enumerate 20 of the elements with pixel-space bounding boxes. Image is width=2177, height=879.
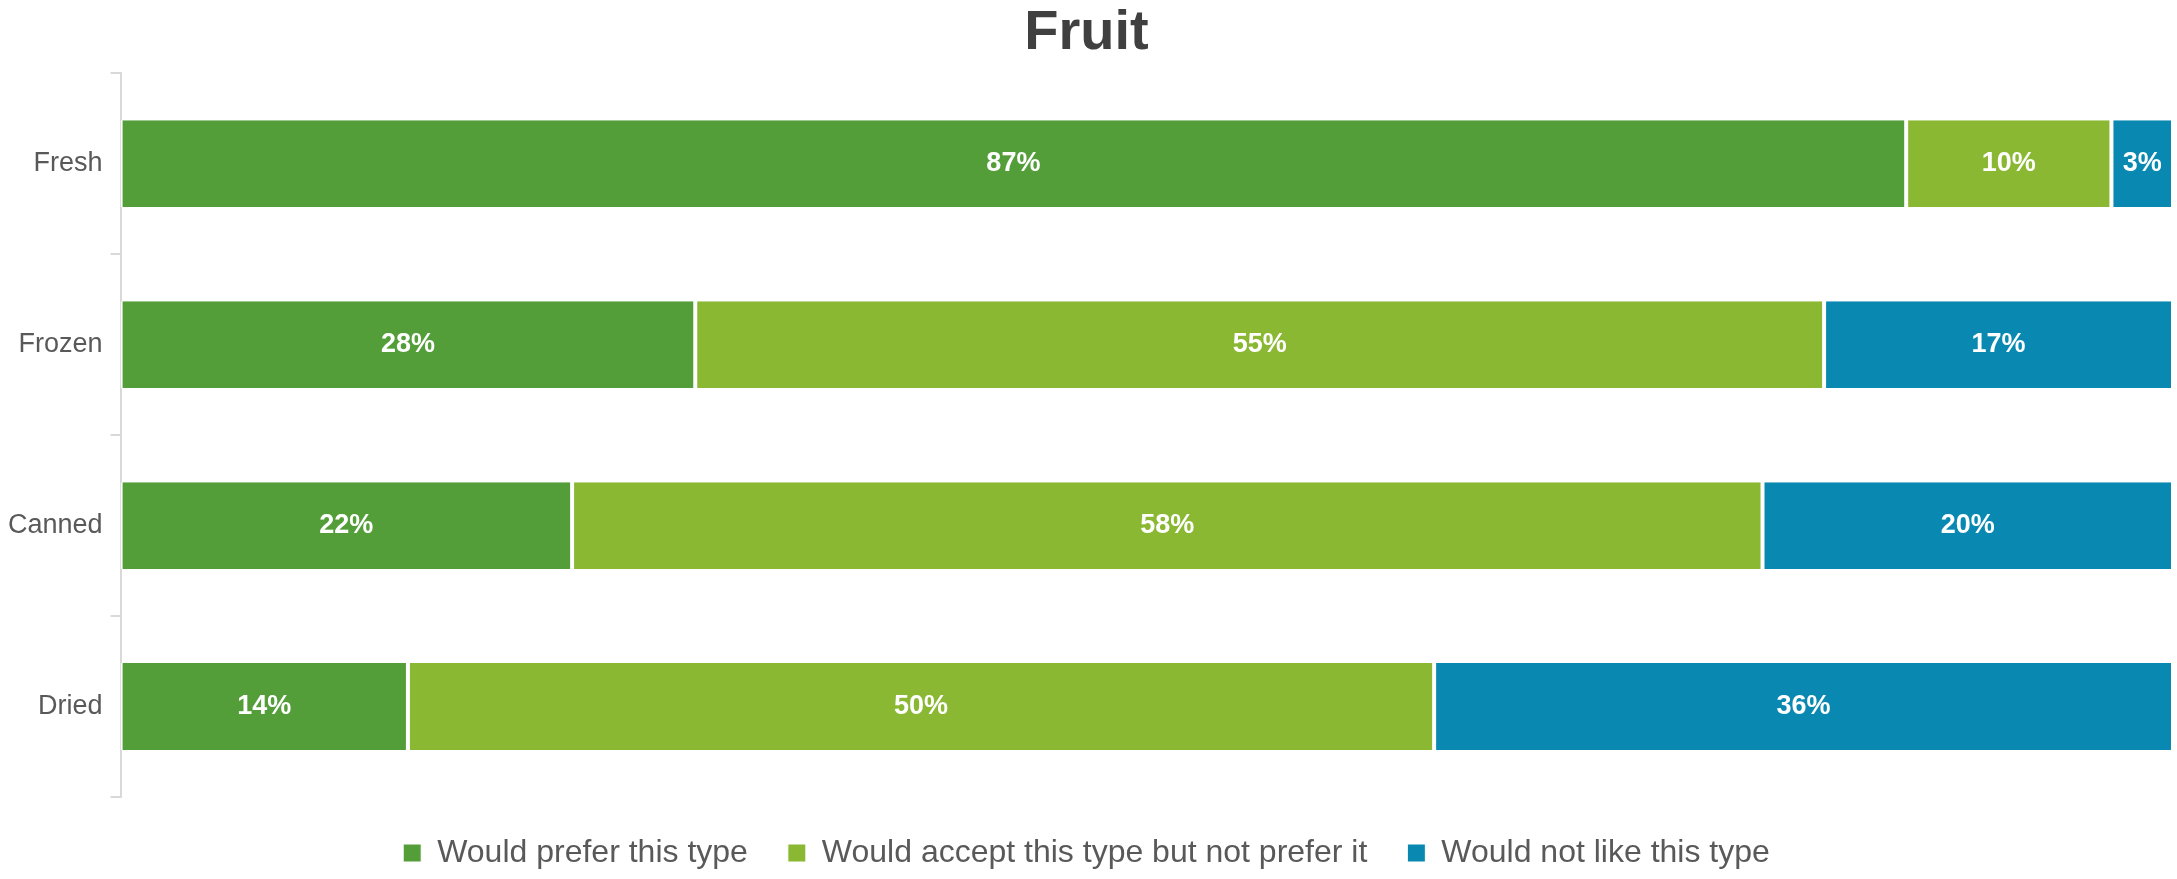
chart-title: Fruit (1024, 0, 1149, 62)
legend-label: Would prefer this type (437, 832, 748, 869)
data-label: 87% (986, 147, 1041, 178)
y-tick-label: Frozen (18, 328, 103, 359)
data-label: 28% (380, 328, 435, 359)
data-label: 55% (1232, 328, 1287, 359)
data-label: 20% (1940, 509, 1995, 540)
data-label: 10% (1981, 147, 2036, 178)
data-label: 50% (894, 689, 949, 720)
y-tick-label: Dried (38, 689, 103, 720)
y-tick-label: Canned (7, 509, 103, 540)
data-label: 14% (237, 689, 292, 720)
legend-label: Would not like this type (1441, 832, 1770, 869)
data-label: 22% (319, 509, 374, 540)
data-label: 36% (1776, 689, 1831, 720)
data-label: 3% (2122, 147, 2162, 178)
y-tick-label: Fresh (33, 147, 103, 178)
data-label: 17% (1971, 328, 2026, 359)
data-label: 58% (1140, 509, 1195, 540)
legend-label: Would accept this type but not prefer it (821, 832, 1368, 869)
